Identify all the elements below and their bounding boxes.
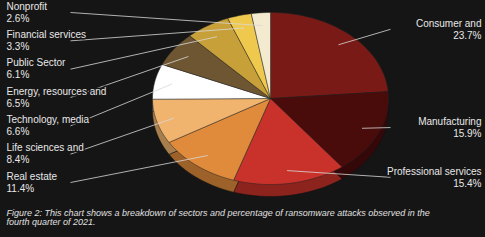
svg-text:Nonprofit: Nonprofit <box>7 1 48 12</box>
svg-text:Technology, media: Technology, media <box>7 114 90 125</box>
svg-text:3.3%: 3.3% <box>7 41 30 52</box>
svg-text:15.9%: 15.9% <box>453 128 481 139</box>
svg-text:8.4%: 8.4% <box>7 154 30 165</box>
svg-text:Consumer and: Consumer and <box>416 18 482 29</box>
svg-text:Manufacturing: Manufacturing <box>418 116 481 127</box>
svg-text:11.4%: 11.4% <box>7 183 35 194</box>
svg-text:15.4%: 15.4% <box>453 178 481 189</box>
svg-text:Life sciences and: Life sciences and <box>7 142 84 153</box>
svg-text:Figure 2: This chart shows a b: Figure 2: This chart shows a breakdown o… <box>7 208 430 227</box>
svg-text:6.6%: 6.6% <box>7 126 30 137</box>
svg-text:2.6%: 2.6% <box>7 13 30 24</box>
svg-text:Professional services: Professional services <box>387 166 481 177</box>
svg-text:Real estate: Real estate <box>7 171 58 182</box>
svg-text:23.7%: 23.7% <box>453 30 481 41</box>
svg-text:Public Sector: Public Sector <box>7 57 67 68</box>
svg-text:Financial services: Financial services <box>7 29 86 40</box>
svg-text:6.5%: 6.5% <box>7 98 30 109</box>
svg-text:Energy, resources and: Energy, resources and <box>7 86 107 97</box>
svg-text:6.1%: 6.1% <box>7 69 30 80</box>
